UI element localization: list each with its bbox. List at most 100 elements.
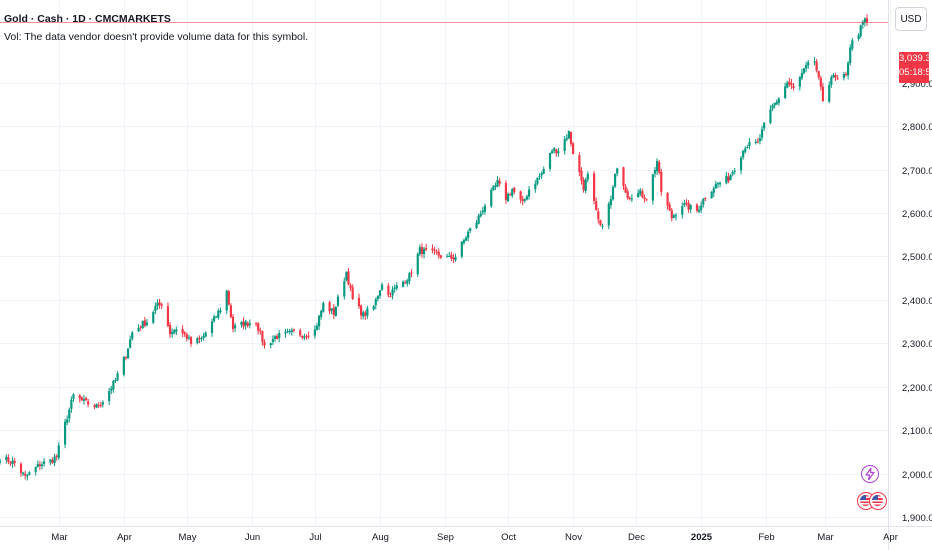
- candle: [727, 172, 730, 184]
- candle: [129, 335, 132, 349]
- candle: [49, 458, 52, 466]
- candle-body: [246, 322, 249, 327]
- candle: [758, 133, 762, 145]
- candle-body: [710, 192, 713, 199]
- candle: [278, 330, 281, 343]
- candle-body: [519, 191, 522, 200]
- candle: [687, 199, 690, 213]
- candle: [844, 71, 848, 77]
- candle-body: [187, 337, 191, 339]
- currency-button[interactable]: USD: [895, 7, 927, 31]
- candle-body: [143, 320, 146, 326]
- candle-body: [425, 248, 428, 250]
- candle: [716, 182, 720, 189]
- candle-body: [483, 205, 487, 212]
- candle-body: [156, 303, 159, 307]
- candle-body: [87, 401, 90, 405]
- candle: [475, 219, 478, 229]
- time-tick-label: May: [179, 532, 197, 543]
- candle: [24, 470, 27, 480]
- candle-body: [446, 256, 449, 258]
- candle: [372, 304, 375, 311]
- candle: [351, 284, 354, 301]
- candle: [609, 195, 612, 209]
- candle-body: [754, 141, 757, 143]
- candle: [240, 321, 243, 328]
- last-price-tag: 3,039.33 05:18:58: [899, 52, 932, 83]
- candle-body: [844, 73, 848, 75]
- lightning-icon[interactable]: [861, 465, 879, 483]
- candle-body: [242, 321, 245, 327]
- candle: [622, 166, 625, 190]
- candle-body: [330, 308, 333, 311]
- candle: [313, 325, 316, 339]
- candle-body: [790, 83, 793, 86]
- candle-body: [821, 86, 825, 101]
- candle-body: [21, 472, 25, 475]
- candle-body: [328, 302, 331, 312]
- candle-body: [416, 253, 419, 275]
- candle: [630, 194, 633, 203]
- candle-body: [116, 373, 119, 381]
- candle: [498, 177, 501, 187]
- candle-body: [643, 197, 646, 199]
- candle: [542, 166, 545, 175]
- candle-body: [406, 280, 409, 284]
- candle-body: [601, 225, 604, 227]
- candle: [565, 134, 568, 142]
- candle: [553, 147, 556, 154]
- time-tick-label: Feb: [758, 532, 774, 543]
- candle-body: [334, 306, 337, 316]
- candle: [754, 139, 757, 145]
- candle: [527, 185, 531, 200]
- candle: [112, 380, 115, 393]
- candle-body: [171, 332, 174, 335]
- candle: [183, 331, 186, 338]
- candle: [210, 318, 214, 337]
- candle-body: [542, 169, 545, 174]
- candle-body: [567, 131, 571, 139]
- candle: [263, 339, 266, 349]
- candle: [483, 203, 487, 215]
- candle: [859, 24, 862, 39]
- candle: [641, 188, 644, 199]
- candle: [101, 400, 104, 408]
- candle-body: [624, 186, 627, 193]
- candle: [771, 103, 774, 112]
- candle-body: [616, 168, 619, 174]
- symbol-title[interactable]: Gold · Cash · 1D · CMCMARKETS: [4, 13, 171, 25]
- price-tick-label: 2,200.00: [902, 383, 932, 394]
- candle-body: [700, 205, 703, 211]
- candle-body: [565, 138, 568, 140]
- candle: [78, 394, 81, 403]
- candle-body: [580, 170, 583, 181]
- candle: [637, 189, 640, 198]
- candle: [21, 471, 25, 477]
- candle: [821, 82, 825, 102]
- candle: [217, 308, 220, 320]
- candle-body: [557, 151, 560, 154]
- candle-body: [166, 306, 170, 326]
- us-flag-icon[interactable]: [869, 492, 887, 510]
- candle: [784, 82, 787, 100]
- candle-body: [760, 129, 764, 138]
- candle-body: [800, 73, 804, 79]
- candle: [202, 332, 205, 341]
- candle-body: [511, 189, 514, 196]
- candle: [418, 244, 421, 257]
- time-axis[interactable]: Mar Apr May Jun Jul Aug Sep Oct Nov Dec 2025 Feb Mar…: [51, 532, 898, 543]
- candle: [108, 387, 111, 406]
- candle: [66, 415, 69, 426]
- candle-body: [112, 380, 115, 390]
- candle: [534, 180, 537, 193]
- candle: [364, 310, 367, 320]
- price-axis[interactable]: 1,900.00 2,000.00 2,100.00 2,200.00 2,300.00…: [902, 79, 932, 524]
- candle: [469, 227, 472, 234]
- candle: [452, 253, 455, 264]
- candle-body: [225, 290, 228, 311]
- candle: [670, 208, 673, 222]
- time-tick-label: Jul: [309, 532, 321, 543]
- candle: [748, 137, 751, 150]
